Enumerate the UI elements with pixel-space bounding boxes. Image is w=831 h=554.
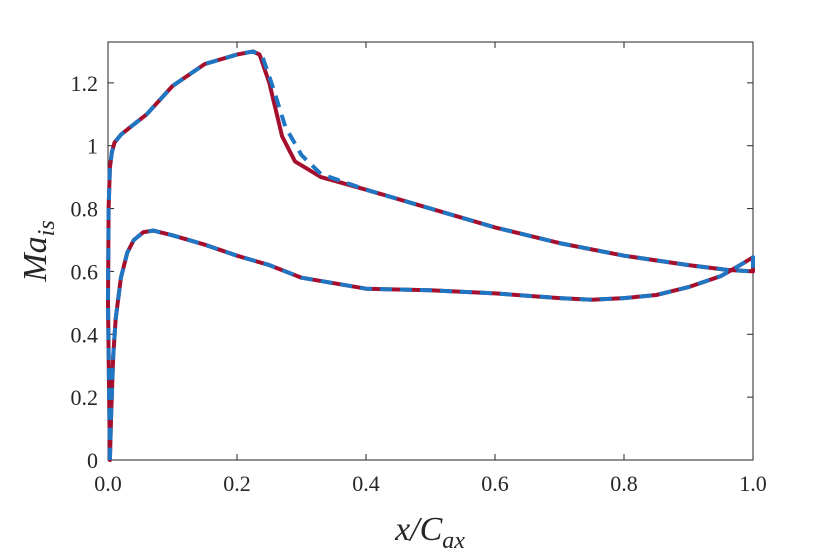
y-axis-label: Mais [17,220,60,282]
plot-frame [107,41,754,461]
y-tick-label: 1 [87,134,98,159]
y-tick-label: 0.4 [71,322,99,347]
series-line-1 [106,49,755,461]
y-tick-label: 0 [87,448,98,473]
x-axis-label: x/Cax [394,511,465,554]
y-axis-label-sub: is [34,220,60,236]
x-axis-ticks: 0.0 0.2 0.4 0.6 0.8 1.0 [94,42,767,496]
y-tick-label: 0.8 [71,197,99,222]
x-axis-label-sub: ax [442,528,465,554]
y-axis-ticks: 0 0.2 0.4 0.6 0.8 1 1.2 [71,71,753,473]
y-axis-label-main: Ma [17,236,54,282]
series-line-0 [106,49,755,462]
y-tick-label: 0.6 [71,259,99,284]
x-tick-label: 0.6 [481,471,509,496]
x-axis-label-main: x/C [394,511,443,548]
series-group [106,49,755,462]
y-tick-label: 0.2 [71,385,99,410]
x-tick-label: 0.8 [610,471,638,496]
x-tick-label: 0.4 [352,471,380,496]
x-tick-label: 1.0 [739,471,767,496]
x-tick-label: 0.2 [223,471,251,496]
x-tick-label: 0.0 [94,471,122,496]
y-tick-label: 1.2 [71,71,99,96]
